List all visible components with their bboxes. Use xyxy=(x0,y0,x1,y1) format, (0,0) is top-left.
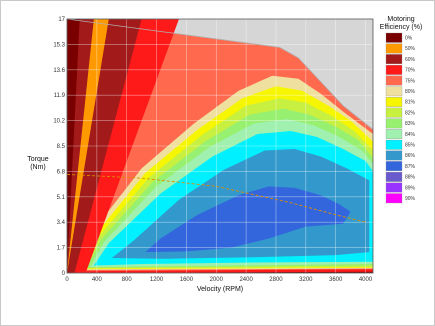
legend-label: 80% xyxy=(405,89,416,95)
legend-swatch xyxy=(385,97,403,107)
legend-swatch xyxy=(385,86,403,97)
legend-swatch xyxy=(385,64,403,75)
x-axis-title: Velocity (RPM) xyxy=(197,286,243,293)
x-tick-label: 400 xyxy=(92,277,103,283)
y-tick-label: 10.2 xyxy=(53,119,65,125)
torque-speed-envelope-line xyxy=(67,19,373,130)
contour-band-87pct xyxy=(145,186,351,253)
y-tick-label: 17 xyxy=(58,17,65,23)
legend-swatch xyxy=(385,43,403,54)
legend-label: 50% xyxy=(405,46,416,52)
x-tick-label: 0 xyxy=(65,277,69,283)
legend-swatch xyxy=(385,171,403,182)
x-tick-label: 2000 xyxy=(210,277,224,283)
x-tick-label: 2800 xyxy=(269,277,283,283)
legend-label: 89% xyxy=(405,185,416,191)
y-tick-label: 6.8 xyxy=(57,169,66,175)
y-tick-label: 1.7 xyxy=(57,246,66,252)
legend-swatch xyxy=(385,193,403,204)
x-tick-label: 800 xyxy=(122,277,133,283)
plot-border xyxy=(66,18,374,274)
legend-label: 0% xyxy=(405,36,413,42)
legend-swatch xyxy=(385,139,403,150)
legend-label: 60% xyxy=(405,57,416,63)
dashed-operating-curve xyxy=(67,173,366,223)
y-tick-label: 5.1 xyxy=(57,195,66,201)
legend-label: 86% xyxy=(405,153,416,159)
legend-subtitle: Efficiency (%) xyxy=(380,24,423,31)
axes: 0 400 800 1200 1600 2000 2400 2800 3200 3600 4000 0… xyxy=(27,17,374,293)
x-tick-label: 2400 xyxy=(239,277,253,283)
low-torque-band-0 xyxy=(67,269,373,273)
legend-label: 83% xyxy=(405,121,416,127)
legend-label: 82% xyxy=(405,110,416,116)
y-tick-label: 0 xyxy=(62,271,66,277)
efficiency-contour-bands xyxy=(67,19,373,273)
legend-swatch xyxy=(385,150,403,161)
legend-label: 84% xyxy=(405,132,416,138)
legend-swatch xyxy=(385,107,403,118)
y-tick-label: 15.3 xyxy=(53,42,65,48)
legend-swatch xyxy=(385,118,403,129)
legend-swatch xyxy=(385,129,403,139)
y-tick-label: 13.6 xyxy=(53,68,65,74)
legend-swatch xyxy=(385,182,403,193)
legend-label: 81% xyxy=(405,100,416,106)
x-tick-label: 4000 xyxy=(359,277,373,283)
x-tick-label: 3200 xyxy=(299,277,313,283)
x-tick-label: 3600 xyxy=(329,277,343,283)
legend-label: 70% xyxy=(405,68,416,74)
legend-label: 88% xyxy=(405,175,416,181)
legend-swatch xyxy=(385,32,403,43)
legend-label: 85% xyxy=(405,143,416,149)
legend-label: 87% xyxy=(405,164,416,170)
y-axis-title: Torque xyxy=(27,156,49,163)
x-tick-label: 1600 xyxy=(180,277,194,283)
y-tick-label: 3.4 xyxy=(57,220,66,226)
y-tick-label: 8.5 xyxy=(57,144,66,150)
y-tick-label: 11.9 xyxy=(54,93,66,99)
legend-swatch xyxy=(385,75,403,86)
legend-label: 75% xyxy=(405,78,416,84)
x-tick-label: 1200 xyxy=(150,277,164,283)
legend-swatch xyxy=(385,54,403,65)
legend-swatch xyxy=(385,161,403,172)
overlay-curves xyxy=(67,19,373,223)
y-axis-unit: (Nm) xyxy=(30,164,46,171)
legend-label: 90% xyxy=(405,196,416,202)
legend-title: Motoring xyxy=(387,16,414,23)
